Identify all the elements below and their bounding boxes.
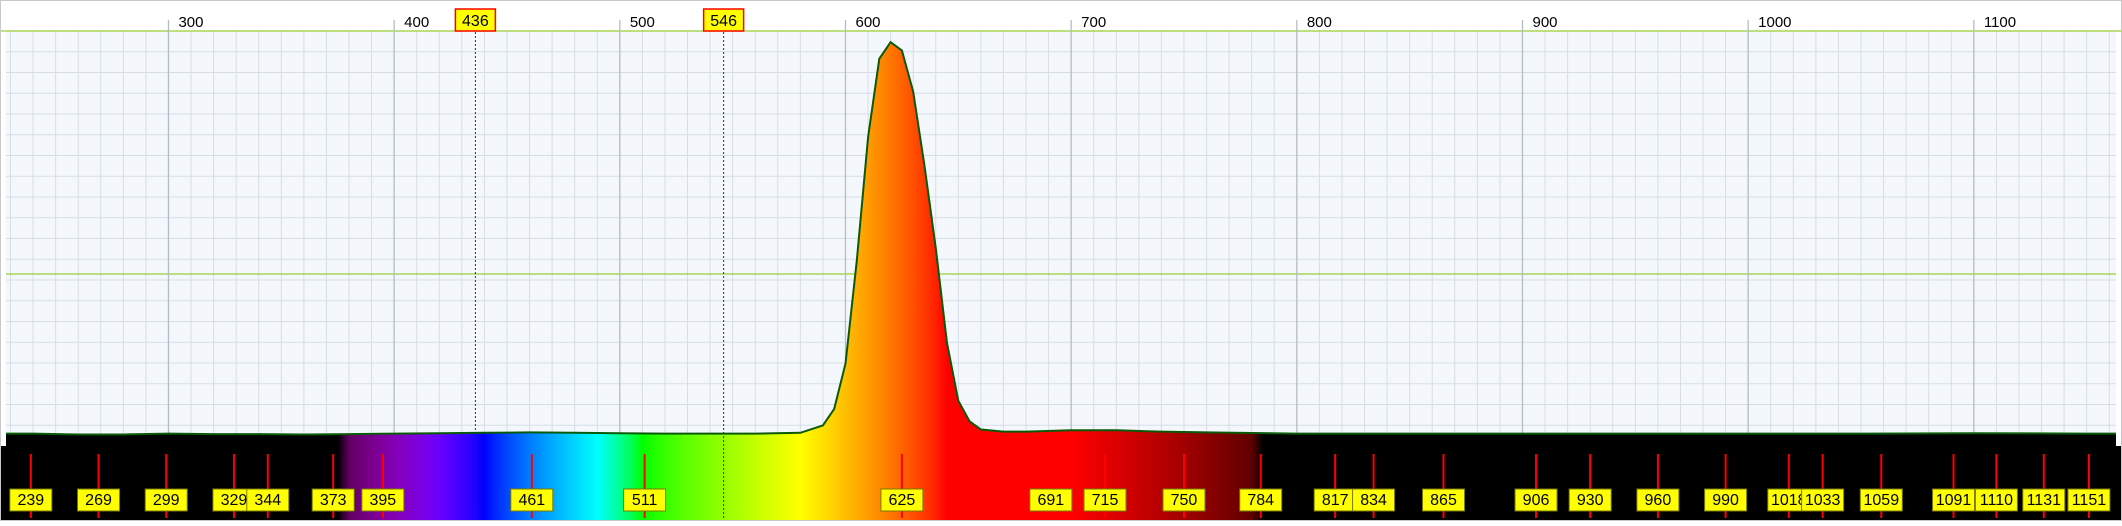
- band-label-box-750: [1162, 488, 1206, 512]
- band-label-1059: 1059: [1864, 492, 1900, 509]
- band-label-box-299: [144, 488, 188, 512]
- band-label-329: 329: [221, 492, 248, 509]
- band-label-box-1151: [2067, 488, 2111, 512]
- band-label-box-715: [1083, 488, 1127, 512]
- band-label-box-373: [311, 488, 355, 512]
- band-label-299: 299: [153, 492, 180, 509]
- band-label-box-239: [9, 488, 53, 512]
- band-label-box-625: [880, 488, 924, 512]
- reference-lines-layer: 436 546: [454, 8, 745, 518]
- band-label-834: 834: [1360, 492, 1387, 509]
- band-label-1151: 1151: [2072, 492, 2107, 509]
- band-label-461: 461: [518, 492, 545, 509]
- band-label-1033: 1033: [1805, 492, 1841, 509]
- band-label-1110: 1110: [1980, 492, 2013, 509]
- x-tick-label: 600: [855, 14, 880, 31]
- band-label-269: 269: [85, 492, 112, 509]
- band-label-box-1059: [1859, 488, 1903, 512]
- band-label-817: 817: [1322, 492, 1349, 509]
- band-label-box-395: [361, 488, 405, 512]
- band-label-box-784: [1239, 488, 1283, 512]
- band-label-box-1033: [1801, 488, 1845, 512]
- band-label-box-1110: [1974, 488, 2018, 512]
- x-tick-label: 900: [1532, 14, 1557, 31]
- band-label-625: 625: [889, 492, 916, 509]
- band-label-box-960: [1636, 488, 1680, 512]
- reference-line-label: 436: [462, 13, 489, 30]
- band-label-990: 990: [1712, 492, 1739, 509]
- band-label-395: 395: [370, 492, 397, 509]
- x-tick-label: 500: [630, 14, 655, 31]
- band-labels-layer: 239 269 299 329 344 373 395 461 511 625 691 715 750 7…: [9, 454, 2111, 518]
- band-label-box-461: [510, 488, 554, 512]
- band-label-box-269: [77, 488, 121, 512]
- reference-line-label-box: [702, 8, 745, 32]
- series-line: [6, 40, 2116, 436]
- band-label-750: 750: [1171, 492, 1198, 509]
- band-label-784: 784: [1247, 492, 1274, 509]
- band-label-1131: 1131: [2027, 492, 2062, 509]
- x-tick-label: 1100: [1984, 14, 2016, 31]
- band-label-box-511: [623, 488, 667, 512]
- x-tick-label: 300: [178, 14, 203, 31]
- x-tick-label: 700: [1081, 14, 1106, 31]
- band-label-239: 239: [17, 492, 44, 509]
- reference-line-label: 546: [710, 13, 737, 30]
- band-label-344: 344: [254, 492, 281, 509]
- band-label-715: 715: [1092, 492, 1119, 509]
- band-label-1091: 1091: [1936, 492, 1972, 509]
- band-label-box-865: [1422, 488, 1466, 512]
- band-label-906: 906: [1523, 492, 1550, 509]
- band-label-box-930: [1568, 488, 1612, 512]
- band-label-1018: 1018: [1771, 492, 1807, 509]
- x-tick-label: 800: [1307, 14, 1332, 31]
- band-label-box-344: [246, 488, 290, 512]
- band-label-box-906: [1514, 488, 1558, 512]
- grid-layer: [0, 20, 2122, 446]
- band-label-box-691: [1029, 488, 1073, 512]
- band-label-box-1131: [2022, 488, 2066, 512]
- band-label-691: 691: [1037, 492, 1064, 509]
- x-tick-label: 400: [404, 14, 429, 31]
- band-label-930: 930: [1577, 492, 1604, 509]
- reference-line-label-box: [454, 8, 497, 32]
- band-label-960: 960: [1645, 492, 1672, 509]
- band-label-373: 373: [320, 492, 347, 509]
- band-label-box-1091: [1932, 488, 1976, 512]
- band-label-box-990: [1704, 488, 1748, 512]
- band-label-865: 865: [1430, 492, 1457, 509]
- band-label-box-834: [1352, 488, 1396, 512]
- x-tick-label: 1000: [1758, 14, 1791, 31]
- band-label-511: 511: [632, 492, 658, 509]
